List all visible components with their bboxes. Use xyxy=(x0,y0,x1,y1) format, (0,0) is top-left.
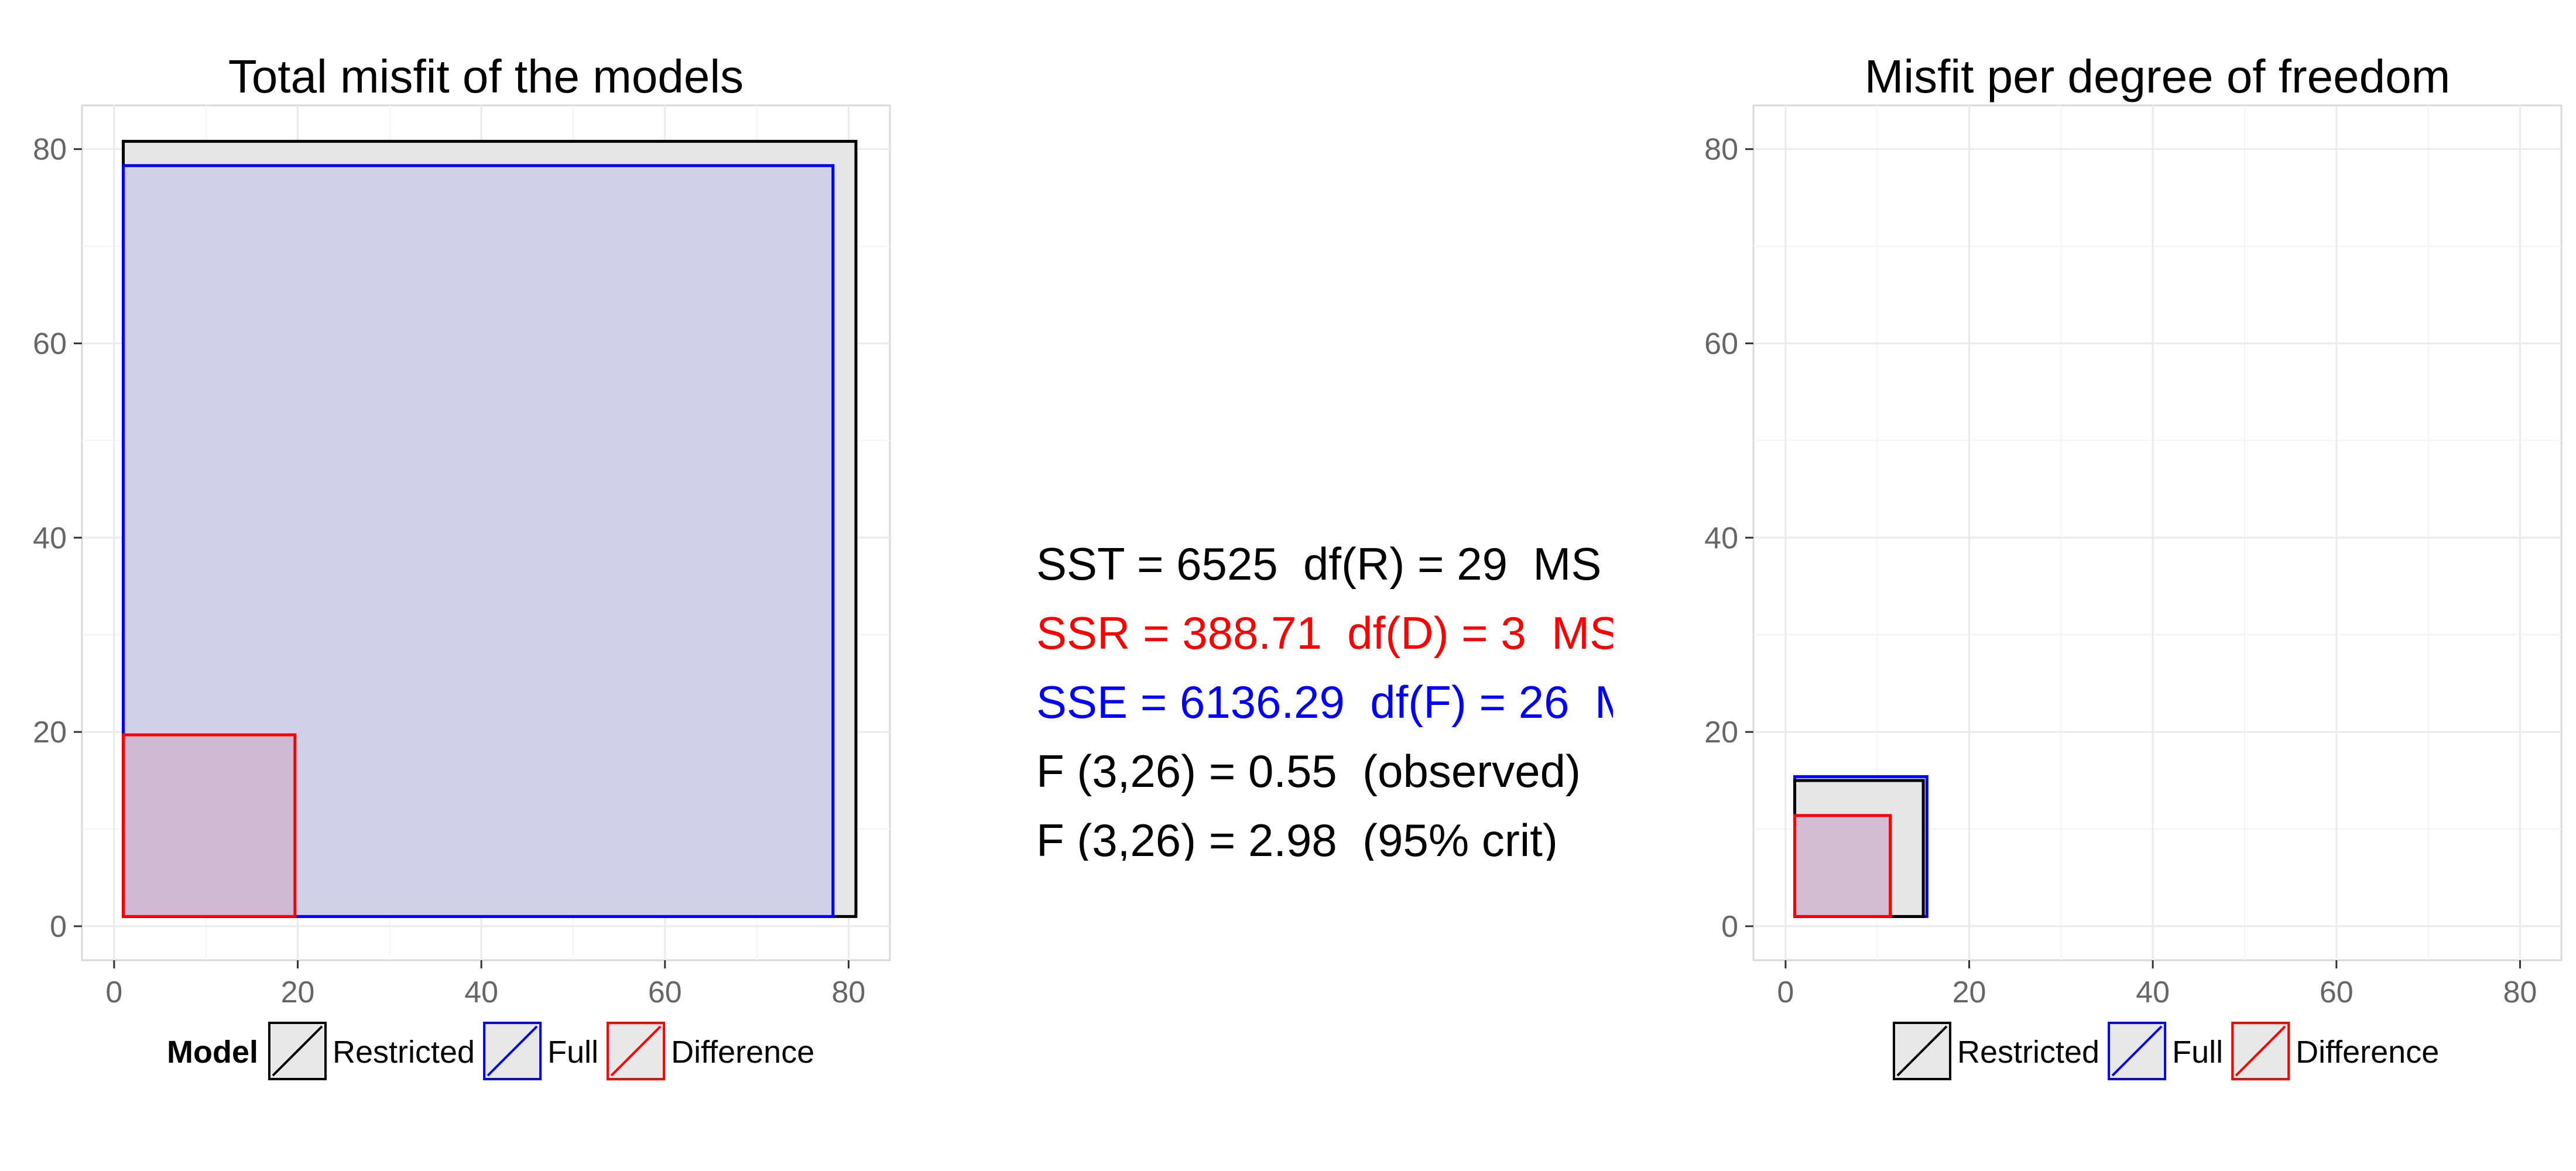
total-misfit-plot: 0 20 40 60 80 0 20 40 60 80 Total misfit of the mo… xyxy=(33,50,891,1080)
plot-title: Misfit per degree of freedom xyxy=(1865,50,2450,102)
stats-line-f-critical: F (3,26) = 2.98 (95% crit) xyxy=(1036,814,1558,866)
x-tick-label: 80 xyxy=(832,975,866,1009)
x-tick-label: 60 xyxy=(2320,975,2354,1009)
legend-label-difference: Difference xyxy=(671,1035,814,1070)
legend-key-diagonal-difference xyxy=(610,1025,662,1077)
legend-key-diagonal-restricted xyxy=(272,1025,323,1077)
legend-label-full: Full xyxy=(547,1035,598,1070)
x-tick-label: 40 xyxy=(2136,975,2170,1009)
x-tick-label: 0 xyxy=(1777,975,1794,1009)
legend-key-diagonal-full xyxy=(2111,1025,2163,1077)
legend-key-diagonal-difference xyxy=(2235,1025,2286,1077)
legend-title: Model xyxy=(167,1035,258,1070)
misfit-per-df-plot: 0 20 40 60 80 0 20 40 60 80 Misfit per degree of f… xyxy=(1704,50,2563,1080)
legend-label-restricted: Restricted xyxy=(1957,1035,2099,1070)
stats-line-ssr: SSR = 388.71 df(D) = 3 MS xyxy=(1036,607,1620,659)
legend-key-diagonal-restricted xyxy=(1896,1025,1948,1077)
y-tick-label: 0 xyxy=(50,910,67,944)
y-tick-label: 80 xyxy=(1704,133,1738,167)
legend-label-difference: Difference xyxy=(2296,1035,2439,1070)
x-tick-label: 20 xyxy=(1952,975,1986,1009)
y-tick-label: 80 xyxy=(33,133,67,167)
y-tick-label: 40 xyxy=(33,521,67,555)
y-tick-label: 60 xyxy=(33,327,67,361)
x-tick-label: 40 xyxy=(464,975,498,1009)
rect-difference xyxy=(1793,814,1892,918)
y-tick-label: 60 xyxy=(1704,327,1738,361)
legend-label-restricted: Restricted xyxy=(333,1035,475,1070)
y-tick-label: 40 xyxy=(1704,521,1738,555)
rect-difference xyxy=(122,733,297,918)
legend-key-diagonal-full xyxy=(487,1025,538,1077)
x-tick-label: 60 xyxy=(648,975,682,1009)
y-tick-label: 0 xyxy=(1721,910,1738,944)
stats-line-f-observed: F (3,26) = 0.55 (observed) xyxy=(1036,745,1581,797)
y-tick-label: 20 xyxy=(33,715,67,749)
x-tick-label: 80 xyxy=(2503,975,2537,1009)
y-tick-label: 20 xyxy=(1704,715,1738,749)
stats-line-sst: SST = 6525 df(R) = 29 MS xyxy=(1036,538,1601,590)
plot-title: Total misfit of the models xyxy=(228,50,744,102)
stats-panel: SST = 6525 df(R) = 29 MS SSR = 388.71 df… xyxy=(1036,538,1633,866)
stats-line-sse: SSE = 6136.29 df(F) = 26 M xyxy=(1036,676,1633,728)
legend-label-full: Full xyxy=(2172,1035,2223,1070)
x-tick-label: 0 xyxy=(105,975,122,1009)
x-tick-label: 20 xyxy=(281,975,315,1009)
